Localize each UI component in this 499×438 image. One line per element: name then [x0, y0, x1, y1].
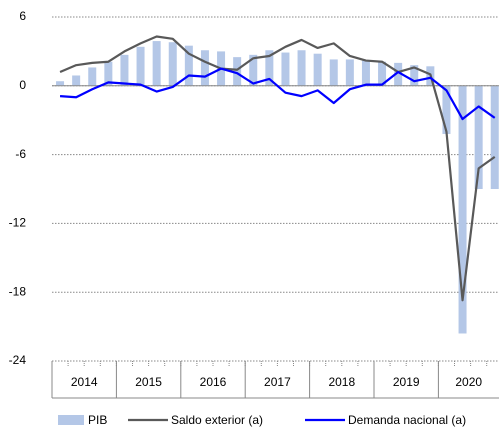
- x-tick-label: 2016: [200, 375, 227, 389]
- x-tick-label: 2017: [264, 375, 291, 389]
- x-tick-label: 2019: [393, 375, 420, 389]
- bar: [345, 59, 354, 86]
- bar: [313, 53, 322, 86]
- bar: [233, 57, 242, 86]
- y-tick-label: 0: [19, 78, 26, 92]
- bar: [474, 85, 483, 189]
- y-tick-label: -24: [9, 353, 27, 367]
- x-tick-label: 2018: [328, 375, 355, 389]
- y-tick-label: -6: [15, 147, 26, 161]
- legend-label: Saldo exterior (a): [171, 413, 263, 427]
- bar: [442, 85, 451, 134]
- bar: [200, 50, 209, 86]
- bar: [378, 61, 387, 86]
- line-series: [59, 67, 496, 121]
- legend-label: Demanda nacional (a): [348, 413, 466, 427]
- bar: [184, 45, 193, 86]
- bar: [152, 41, 161, 86]
- legend-swatch: [58, 415, 84, 425]
- bar: [361, 60, 370, 86]
- bar: [265, 50, 274, 86]
- bar: [490, 85, 499, 189]
- bar: [281, 52, 290, 86]
- bar: [168, 42, 177, 86]
- bar: [136, 46, 145, 86]
- y-tick-label: -18: [9, 284, 27, 298]
- x-tick-label: 2014: [71, 375, 98, 389]
- y-tick-label: 6: [19, 9, 26, 23]
- line-series: [59, 35, 496, 302]
- y-tick-label: -12: [9, 216, 27, 230]
- bar: [329, 59, 338, 86]
- bar: [394, 62, 403, 86]
- legend-label: PIB: [88, 413, 107, 427]
- x-tick-label: 2015: [135, 375, 162, 389]
- bar: [72, 75, 81, 86]
- x-tick-label: 2020: [455, 375, 482, 389]
- bar: [249, 54, 258, 86]
- bar: [104, 61, 113, 86]
- bar: [297, 50, 306, 86]
- bar: [88, 67, 97, 86]
- bar: [56, 81, 65, 86]
- bar: [120, 54, 129, 86]
- bar: [458, 85, 467, 334]
- bar: [410, 65, 419, 86]
